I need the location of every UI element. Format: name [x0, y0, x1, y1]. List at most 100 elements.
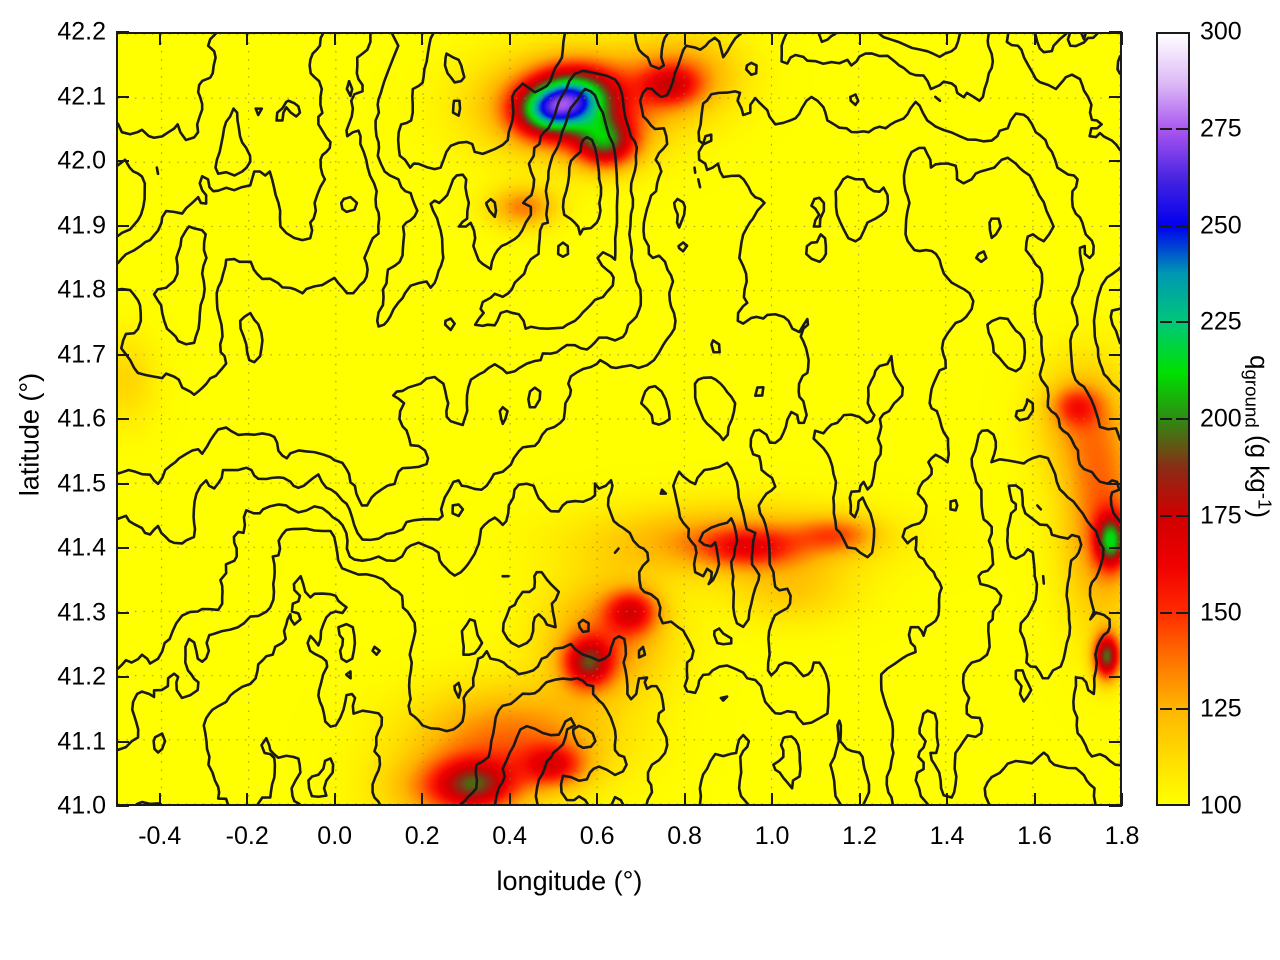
y-tick-label: 41.8	[57, 275, 106, 304]
colorbar-title-unit-open: (g kg	[1244, 427, 1275, 493]
colorbar-title-main: q	[1244, 355, 1275, 370]
colorbar-tick-label: 100	[1200, 791, 1242, 820]
y-tick-right	[1109, 353, 1122, 356]
colorbar-tick-right	[1176, 418, 1188, 420]
colorbar-tick-label: 175	[1200, 501, 1242, 530]
x-tick	[246, 793, 249, 806]
x-tick-label: -0.4	[138, 822, 182, 850]
y-tick	[116, 676, 129, 678]
x-tick-top	[1121, 32, 1123, 45]
y-tick-label: 41.5	[57, 469, 106, 497]
colorbar-tick-label: 150	[1200, 598, 1242, 626]
y-tick	[116, 611, 129, 614]
heatmap-raster	[118, 34, 1120, 804]
colorbar-tick	[1160, 127, 1172, 130]
x-tick	[946, 793, 949, 806]
y-tick-label: 41.2	[57, 662, 106, 691]
x-tick-top	[858, 32, 861, 45]
colorbar-tick	[1160, 321, 1172, 324]
colorbar-tick-label: 275	[1200, 114, 1242, 143]
x-tick-label: 1.8	[1104, 822, 1140, 850]
x-tick-top	[771, 32, 774, 45]
colorbar-title-unit-close: )	[1244, 509, 1275, 519]
plot-area	[116, 32, 1122, 806]
x-tick	[158, 793, 161, 806]
x-tick	[771, 793, 774, 806]
x-tick-top	[946, 32, 949, 45]
colorbar-tick	[1160, 708, 1172, 711]
y-tick-right	[1109, 611, 1122, 614]
x-tick	[683, 793, 686, 806]
colorbar-tick-right	[1176, 224, 1188, 227]
y-tick-right	[1109, 224, 1122, 227]
y-tick	[116, 31, 129, 33]
x-tick-top	[246, 32, 249, 45]
y-tick-label: 41.4	[57, 533, 106, 562]
x-tick-label: 1.2	[842, 822, 877, 850]
x-tick	[858, 793, 861, 806]
x-tick-label: 0.8	[667, 822, 702, 850]
x-tick-label: 0.2	[404, 822, 440, 850]
x-tick-label: 1.0	[754, 822, 790, 850]
y-tick-label: 41.3	[57, 598, 106, 626]
x-tick-top	[333, 32, 336, 45]
colorbar-tick	[1160, 611, 1172, 614]
x-tick-label: -0.2	[225, 822, 269, 850]
y-tick	[116, 289, 129, 291]
y-tick-right	[1109, 805, 1122, 807]
x-tick-top	[508, 32, 511, 45]
y-tick-label: 41.0	[57, 791, 106, 820]
x-tick	[1121, 793, 1123, 806]
y-tick-label: 41.6	[57, 404, 106, 433]
x-tick-label: 0.4	[492, 822, 528, 850]
colorbar-tick-right	[1176, 708, 1188, 711]
colorbar-tick-right	[1176, 611, 1188, 614]
colorbar-title-superscript: -1	[1254, 492, 1276, 510]
y-tick-label: 42.1	[57, 82, 106, 110]
colorbar-tick	[1160, 514, 1172, 517]
y-tick-right	[1109, 676, 1122, 678]
x-tick	[1033, 793, 1036, 806]
colorbar-tick	[1160, 224, 1172, 227]
x-tick	[508, 793, 511, 806]
y-tick	[116, 353, 129, 356]
y-tick-right	[1109, 95, 1122, 98]
colorbar-tick-label: 125	[1200, 694, 1242, 723]
y-tick	[116, 224, 129, 227]
y-tick-right	[1109, 482, 1122, 485]
y-tick	[116, 805, 129, 807]
colorbar-title: qground (g kg-1)	[1240, 307, 1275, 567]
y-tick-label: 42.0	[57, 146, 106, 175]
y-tick-right	[1109, 740, 1122, 743]
colorbar-title-subscript: ground	[1241, 369, 1263, 428]
x-tick	[333, 793, 336, 806]
y-tick-right	[1109, 289, 1122, 291]
y-tick-right	[1109, 418, 1122, 420]
colorbar-tick	[1160, 418, 1172, 420]
x-tick	[596, 793, 599, 806]
y-tick-right	[1109, 160, 1122, 162]
colorbar-tick-label: 225	[1200, 307, 1242, 336]
colorbar-tick-right	[1176, 514, 1188, 517]
y-tick	[116, 95, 129, 98]
x-axis-title: longitude (°)	[496, 866, 643, 896]
colorbar-tick-label: 250	[1200, 211, 1242, 239]
x-tick	[421, 793, 424, 806]
x-tick-top	[158, 32, 161, 45]
x-tick-top	[1033, 32, 1036, 45]
y-tick	[116, 740, 129, 743]
y-tick	[116, 482, 129, 485]
y-tick-label: 41.9	[57, 211, 106, 239]
colorbar-tick-right	[1176, 321, 1188, 324]
x-tick-label: 1.4	[929, 822, 965, 850]
y-tick-label: 42.2	[57, 17, 106, 46]
colorbar-tick-right	[1176, 127, 1188, 130]
y-tick-label: 41.1	[57, 727, 106, 755]
y-axis-title: latitude (°)	[14, 372, 45, 497]
colorbar-tick-label: 200	[1200, 404, 1242, 433]
y-tick-label: 41.7	[57, 340, 106, 368]
y-tick	[116, 418, 129, 420]
x-tick-label: 0.6	[579, 822, 615, 850]
contour-lines	[118, 34, 1120, 804]
